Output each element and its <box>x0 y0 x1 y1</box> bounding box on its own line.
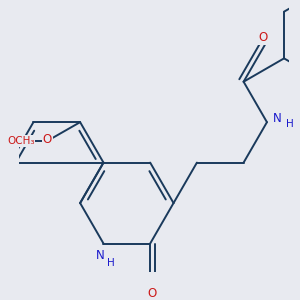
Text: OCH₃: OCH₃ <box>7 136 34 146</box>
Text: O: O <box>147 287 157 300</box>
Text: O: O <box>43 133 52 146</box>
Text: H: H <box>286 119 293 129</box>
Text: H: H <box>107 258 115 268</box>
Text: N: N <box>273 112 282 125</box>
Text: O: O <box>259 31 268 44</box>
Text: N: N <box>95 249 104 262</box>
